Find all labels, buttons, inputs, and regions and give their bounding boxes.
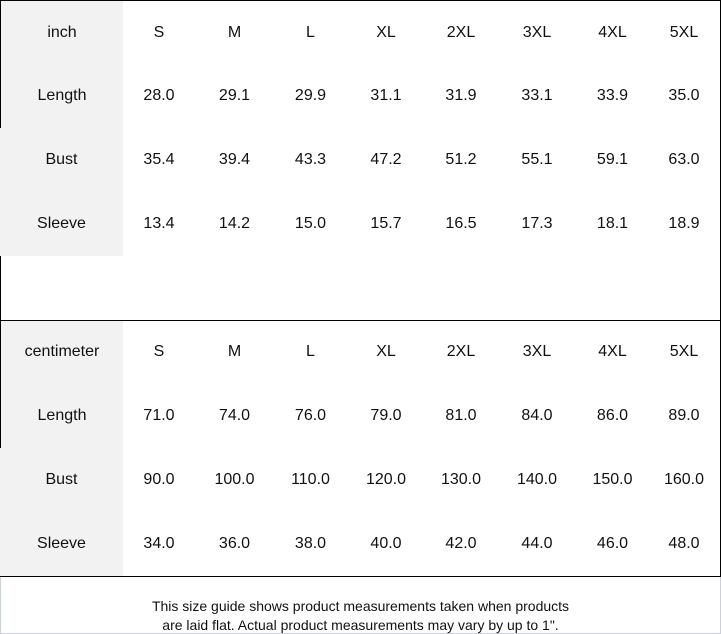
cm-value-length-M: 74.0 (195, 384, 275, 449)
inch-unit-header: inch (0, 0, 124, 65)
cm-value-bust-XL: 120.0 (347, 448, 426, 513)
cm-size-header-S: S (123, 320, 196, 385)
inch-value-bust-L: 43.3 (274, 128, 348, 193)
inch-value-length-M: 29.1 (195, 64, 275, 129)
inch-value-bust-2XL: 51.2 (425, 128, 498, 193)
cm-value-sleeve-5XL: 48.0 (648, 512, 721, 577)
cm-size-header-XL: XL (347, 320, 426, 385)
cm-value-sleeve-L: 38.0 (274, 512, 348, 577)
spacer-cell (274, 256, 348, 321)
cm-size-header-4XL: 4XL (577, 320, 649, 385)
cm-value-bust-S: 90.0 (123, 448, 196, 513)
spacer-cell (123, 256, 196, 321)
cm-value-length-3XL: 84.0 (497, 384, 578, 449)
cm-value-bust-2XL: 130.0 (425, 448, 498, 513)
cm-value-length-4XL: 86.0 (577, 384, 649, 449)
inch-size-header-M: M (195, 0, 275, 65)
inch-value-sleeve-2XL: 16.5 (425, 192, 498, 257)
spacer-cell (195, 256, 275, 321)
cm-value-sleeve-S: 34.0 (123, 512, 196, 577)
cm-value-sleeve-2XL: 42.0 (425, 512, 498, 577)
cm-size-header-3XL: 3XL (497, 320, 578, 385)
inch-size-header-3XL: 3XL (497, 0, 578, 65)
cm-value-length-L: 76.0 (274, 384, 348, 449)
cm-size-header-L: L (274, 320, 348, 385)
inch-value-length-4XL: 33.9 (577, 64, 649, 129)
cm-unit-header: centimeter (0, 320, 124, 385)
cm-value-sleeve-M: 36.0 (195, 512, 275, 577)
inch-value-bust-XL: 47.2 (347, 128, 426, 193)
cm-row-label-bust: Bust (0, 448, 124, 512)
spacer-cell (648, 256, 721, 321)
inch-value-bust-4XL: 59.1 (577, 128, 649, 193)
inch-size-header-L: L (274, 0, 348, 65)
inch-value-sleeve-4XL: 18.1 (577, 192, 649, 257)
note-line-1: This size guide shows product measuremen… (151, 598, 570, 614)
inch-value-bust-5XL: 63.0 (648, 128, 721, 193)
cm-value-sleeve-4XL: 46.0 (577, 512, 649, 577)
inch-value-length-XL: 31.1 (347, 64, 426, 129)
inch-value-length-S: 28.0 (123, 64, 196, 129)
inch-value-length-5XL: 35.0 (648, 64, 721, 129)
inch-row-label-length: Length (0, 64, 124, 129)
spacer-cell (425, 256, 498, 321)
inch-value-sleeve-3XL: 17.3 (497, 192, 578, 257)
cm-row-label-length: Length (0, 384, 124, 449)
inch-size-header-S: S (123, 0, 196, 65)
cm-value-bust-4XL: 150.0 (577, 448, 649, 513)
cm-row-label-sleeve: Sleeve (0, 512, 124, 577)
cm-value-bust-5XL: 160.0 (648, 448, 721, 513)
cm-size-header-5XL: 5XL (648, 320, 721, 385)
inch-value-bust-M: 39.4 (195, 128, 275, 193)
inch-value-length-L: 29.9 (274, 64, 348, 129)
cm-value-length-S: 71.0 (123, 384, 196, 449)
inch-size-header-5XL: 5XL (648, 0, 721, 65)
cm-value-bust-M: 100.0 (195, 448, 275, 513)
inch-size-header-4XL: 4XL (577, 0, 649, 65)
size-guide-note: This size guide shows product measuremen… (0, 576, 721, 634)
inch-value-sleeve-S: 13.4 (123, 192, 196, 257)
inch-row-label-sleeve: Sleeve (0, 192, 124, 257)
note-line-2: are laid flat. Actual product measuremen… (162, 617, 559, 633)
inch-value-bust-S: 35.4 (123, 128, 196, 193)
spacer-cell (0, 256, 124, 321)
inch-value-sleeve-XL: 15.7 (347, 192, 426, 257)
cm-value-sleeve-XL: 40.0 (347, 512, 426, 577)
inch-value-length-3XL: 33.1 (497, 64, 578, 129)
inch-size-header-XL: XL (347, 0, 426, 65)
inch-value-sleeve-5XL: 18.9 (648, 192, 721, 257)
inch-value-sleeve-M: 14.2 (195, 192, 275, 257)
cm-value-length-2XL: 81.0 (425, 384, 498, 449)
cm-size-header-M: M (195, 320, 275, 385)
spacer-cell (577, 256, 649, 321)
cm-value-sleeve-3XL: 44.0 (497, 512, 578, 577)
inch-value-sleeve-L: 15.0 (274, 192, 348, 257)
inch-row-label-bust: Bust (0, 128, 124, 192)
inch-value-bust-3XL: 55.1 (497, 128, 578, 193)
inch-value-length-2XL: 31.9 (425, 64, 498, 129)
cm-value-bust-3XL: 140.0 (497, 448, 578, 513)
cm-value-length-5XL: 89.0 (648, 384, 721, 449)
spacer-cell (497, 256, 578, 321)
inch-size-header-2XL: 2XL (425, 0, 498, 65)
cm-size-header-2XL: 2XL (425, 320, 498, 385)
cm-value-bust-L: 110.0 (274, 448, 348, 513)
cm-value-length-XL: 79.0 (347, 384, 426, 449)
spacer-cell (347, 256, 426, 321)
